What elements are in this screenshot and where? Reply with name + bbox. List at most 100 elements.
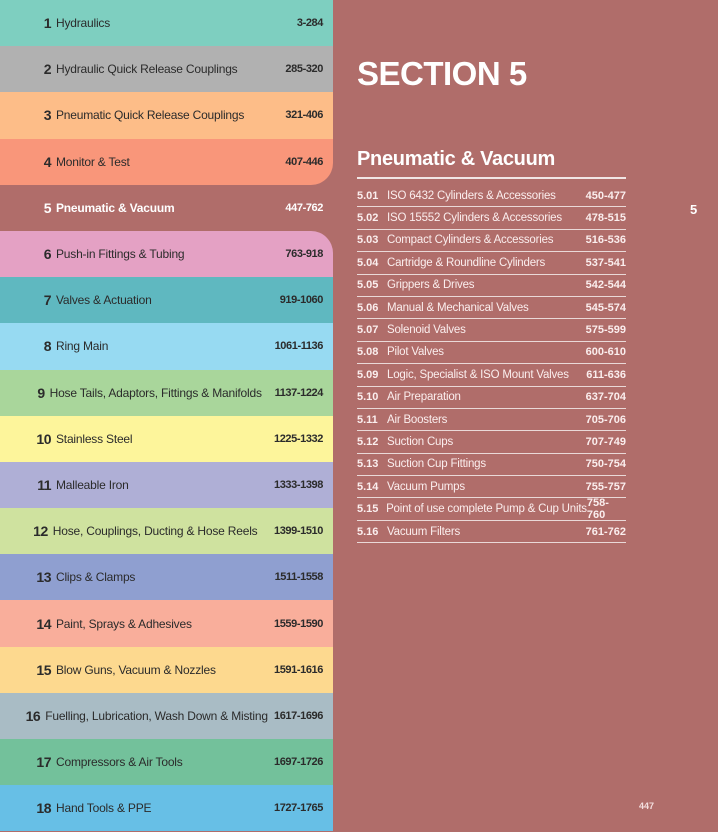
subsection-code: 5.14	[357, 480, 379, 493]
section-number: 15	[36, 661, 51, 678]
subsection-label: Logic, Specialist & ISO Mount Valves	[387, 368, 569, 381]
subsection-label: Vacuum Filters	[387, 525, 461, 538]
section-row-15[interactable]: 15 Blow Guns, Vacuum & Nozzles 1591-1616	[0, 646, 333, 693]
section-label: Hand Tools & PPE	[56, 801, 152, 816]
subsection-row[interactable]: 5.05 Grippers & Drives 542-544	[357, 275, 626, 297]
section-pages: 919-1060	[279, 294, 324, 307]
section-row-17[interactable]: 17 Compressors & Air Tools 1697-1726	[0, 739, 333, 786]
section-row-8[interactable]: 8 Ring Main 1061-1136	[0, 323, 333, 370]
subsection-row[interactable]: 5.10 Air Preparation 637-704	[357, 387, 626, 409]
section-row-10[interactable]: 10 Stainless Steel 1225-1332	[0, 415, 333, 462]
subsection-row[interactable]: 5.03 Compact Cylinders & Accessories 516-5…	[357, 230, 626, 253]
subsection-row[interactable]: 5.07 Solenoid Valves 575-599	[357, 319, 626, 342]
section-row-9[interactable]: 9 Hose Tails, Adaptors, Fittings & Manifo…	[0, 369, 333, 416]
section-label: Stainless Steel	[56, 431, 133, 446]
section-pages: 1559-1590	[273, 617, 323, 630]
section-number: 9	[37, 384, 45, 401]
subsection-code: 5.09	[357, 368, 379, 381]
section-row-14[interactable]: 14 Paint, Sprays & Adhesives 1559-1590	[0, 600, 333, 647]
section-pages: 3-284	[296, 17, 324, 30]
section-number: 7	[43, 292, 52, 309]
section-label: Fuelling, Lubrication, Wash Down & Misti…	[45, 708, 268, 723]
section-row-1[interactable]: 1 Hydraulics 3-284	[0, 0, 333, 47]
subsection-label: Manual & Mechanical Valves	[387, 301, 529, 314]
section-number: 2	[43, 61, 52, 78]
section-row-3[interactable]: 3 Pneumatic Quick Release Couplings 321-40…	[0, 92, 333, 139]
subsection-pages: 542-544	[585, 279, 626, 292]
subsection-label: Air Boosters	[387, 413, 448, 426]
section-pages: 407-446	[285, 155, 323, 168]
section-number: 6	[43, 246, 52, 263]
section-label: Hose Tails, Adaptors, Fittings & Manifol…	[49, 385, 262, 400]
subsection-row[interactable]: 5.08 Pilot Valves 600-610	[357, 342, 626, 365]
section-row-7[interactable]: 7 Valves & Actuation 919-1060	[0, 277, 333, 324]
section-number: 14	[36, 615, 51, 632]
subsection-label: Cartridge & Roundline Cylinders	[387, 256, 546, 269]
subsection-pages: 755-757	[585, 480, 626, 493]
subsection-row[interactable]: 5.14 Vacuum Pumps 755-757	[357, 476, 626, 499]
section-label: Monitor & Test	[56, 154, 130, 169]
subsection-row[interactable]: 5.16 Vacuum Filters 761-762	[357, 521, 626, 544]
section-label: Compressors & Air Tools	[56, 755, 183, 770]
subsection-label: ISO 15552 Cylinders & Accessories	[387, 212, 562, 225]
section-number: 17	[36, 754, 51, 771]
section-row-13[interactable]: 13 Clips & Clamps 1511-1558	[0, 554, 333, 601]
section-number: 1	[43, 15, 52, 32]
section-number: 4	[43, 153, 52, 170]
subsection-pages: 450-477	[585, 189, 626, 202]
subsection-row[interactable]: 5.11 Air Boosters 705-706	[357, 409, 626, 432]
subsection-pages: 478-515	[585, 212, 626, 225]
section-pages: 447-762	[285, 201, 323, 214]
section-row-16[interactable]: 16 Fuelling, Lubrication, Wash Down & Mis…	[0, 692, 333, 739]
section-row-4[interactable]: 4 Monitor & Test 407-446	[0, 138, 333, 185]
subsection-list: 5.01 ISO 6432 Cylinders & Accessories 450-…	[357, 185, 626, 544]
section-label: Paint, Sprays & Adhesives	[56, 616, 192, 631]
subsection-code: 5.12	[357, 435, 379, 448]
subsection-code: 5.06	[357, 301, 379, 314]
section-row-18[interactable]: 18 Hand Tools & PPE 1727-1765	[0, 785, 333, 832]
subsection-row[interactable]: 5.02 ISO 15552 Cylinders & Accessories 478…	[357, 207, 626, 230]
subsection-row[interactable]: 5.04 Cartridge & Roundline Cylinders 537-5…	[357, 252, 626, 275]
section-pages: 1137-1224	[274, 386, 324, 399]
subsection-code: 5.04	[357, 256, 379, 269]
section-pages: 1617-1696	[273, 709, 323, 722]
section-number: 3	[43, 107, 52, 124]
subsection-pages: 761-762	[585, 525, 626, 538]
subsection-pages: 600-610	[585, 346, 626, 359]
subsection-pages: 537-541	[585, 256, 626, 269]
section-row-6[interactable]: 6 Push-in Fittings & Tubing 763-918	[0, 230, 333, 278]
section-number: 8	[43, 338, 52, 355]
subsection-row[interactable]: 5.15 Point of use complete Pump & Cup Uni…	[357, 497, 626, 521]
section-pages: 1511-1558	[274, 571, 324, 584]
subsection-row[interactable]: 5.13 Suction Cup Fittings 750-754	[357, 454, 626, 477]
subsection-code: 5.01	[357, 189, 379, 202]
section-row-5[interactable]: 5 Pneumatic & Vacuum 447-762	[0, 185, 333, 231]
subsection-label: Air Preparation	[387, 391, 461, 404]
section-number: 11	[37, 476, 51, 493]
subsection-label: Pilot Valves	[387, 346, 444, 359]
section-number: 13	[36, 569, 51, 586]
section-label: Pneumatic Quick Release Couplings	[56, 108, 245, 123]
section-label: Hydraulics	[56, 16, 111, 31]
section-number: 16	[25, 707, 41, 724]
section-pages: 1591-1616	[273, 663, 323, 676]
subsection-code: 5.08	[357, 346, 379, 359]
subsection-row[interactable]: 5.12 Suction Cups 707-749	[357, 431, 626, 454]
section-label: Hose, Couplings, Ducting & Hose Reels	[52, 524, 258, 539]
subsection-code: 5.10	[357, 391, 379, 404]
section-row-12[interactable]: 12 Hose, Couplings, Ducting & Hose Reels 1…	[0, 508, 333, 555]
section-pages: 1697-1726	[273, 756, 323, 769]
section-row-2[interactable]: 2 Hydraulic Quick Release Couplings 285-32…	[0, 46, 333, 93]
subsection-row[interactable]: 5.09 Logic, Specialist & ISO Mount Valves…	[357, 364, 626, 387]
heading-divider	[357, 177, 626, 179]
subsection-label: ISO 6432 Cylinders & Accessories	[387, 189, 556, 202]
subsection-label: Suction Cup Fittings	[387, 458, 486, 471]
section-label: Hydraulic Quick Release Couplings	[56, 62, 238, 77]
section-row-11[interactable]: 11 Malleable Iron 1333-1398	[0, 461, 333, 509]
subsection-row[interactable]: 5.01 ISO 6432 Cylinders & Accessories 450-…	[357, 185, 626, 208]
section-label: Ring Main	[56, 339, 109, 354]
subsection-label: Grippers & Drives	[387, 279, 475, 292]
subsection-row[interactable]: 5.06 Manual & Mechanical Valves 545-574	[357, 297, 626, 320]
subsection-pages: 545-574	[585, 301, 626, 314]
section-number: 5	[43, 199, 52, 216]
